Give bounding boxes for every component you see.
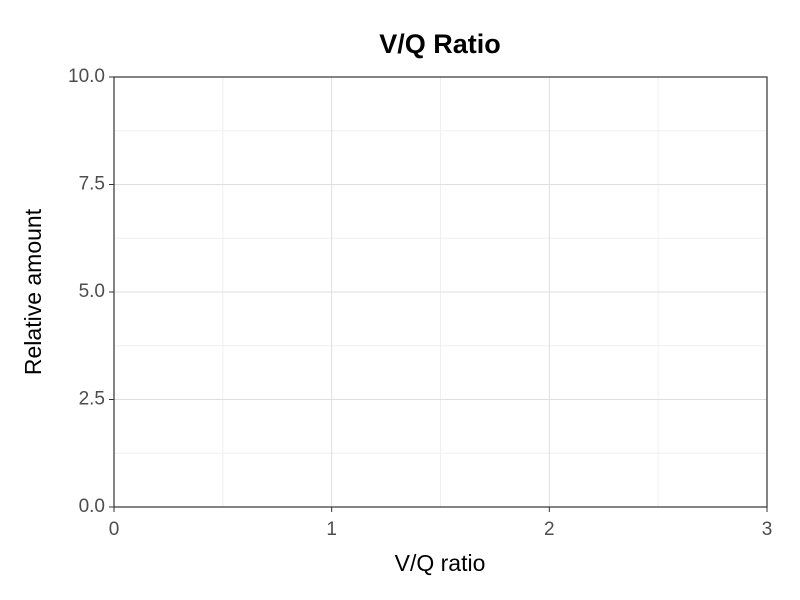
y-tick-label: 2.5 [79,389,105,410]
x-tick-label: 1 [326,519,337,540]
x-tick-label: 2 [544,519,555,540]
y-tick-label: 7.5 [79,174,105,195]
y-tick-label: 10.0 [68,66,105,87]
y-tick-label: 5.0 [79,281,105,302]
y-axis-label: Relative amount [20,208,46,375]
panel-border [113,76,768,508]
x-axis-label: V/Q ratio [395,550,486,576]
y-tick-label: 0.0 [79,496,105,517]
chart-title: V/Q Ratio [379,29,501,59]
x-tick-label: 0 [109,519,120,540]
x-tick-label: 3 [762,519,773,540]
